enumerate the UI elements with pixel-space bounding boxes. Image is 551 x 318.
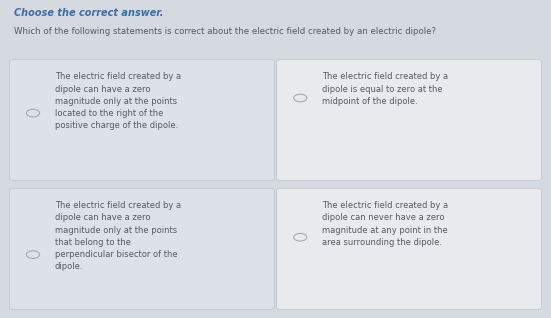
FancyBboxPatch shape — [277, 59, 542, 181]
Text: The electric field created by a
dipole can have a zero
magnitude only at the poi: The electric field created by a dipole c… — [55, 73, 181, 130]
Text: The electric field created by a
dipole can never have a zero
magnitude at any po: The electric field created by a dipole c… — [322, 201, 448, 247]
Text: Which of the following statements is correct about the electric field created by: Which of the following statements is cor… — [14, 27, 436, 36]
FancyBboxPatch shape — [9, 188, 274, 309]
FancyBboxPatch shape — [277, 188, 542, 309]
Text: Choose the correct answer.: Choose the correct answer. — [14, 8, 163, 18]
Text: The electric field created by a
dipole can have a zero
magnitude only at the poi: The electric field created by a dipole c… — [55, 201, 181, 271]
FancyBboxPatch shape — [9, 59, 274, 181]
Text: The electric field created by a
dipole is equal to zero at the
midpoint of the d: The electric field created by a dipole i… — [322, 73, 448, 106]
